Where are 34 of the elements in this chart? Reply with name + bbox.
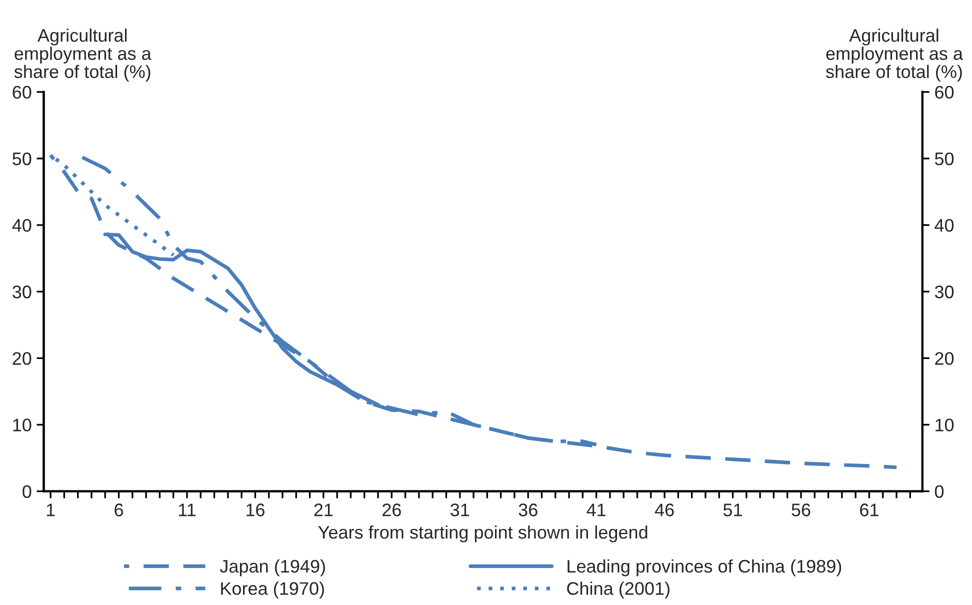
x-tick-label: 36 xyxy=(518,504,538,516)
x-tick-label: 51 xyxy=(723,504,742,516)
x-axis-title: Years from starting point shown in legend xyxy=(318,525,648,542)
y-tick-label: 50 xyxy=(12,152,32,166)
x-tick-label: 41 xyxy=(586,504,606,516)
x-tick-label: 1 xyxy=(46,504,55,516)
x-tick-label: 16 xyxy=(246,504,264,516)
y-tick-label: 20 xyxy=(12,352,32,365)
y2-tick-label: 30 xyxy=(934,286,954,298)
y-axis-title: Agricultural employment as a share of total (%) xyxy=(14,28,152,82)
y2-axis-title: Agricultural employment as a share of total (%) xyxy=(826,28,963,82)
y2-tick-label: 20 xyxy=(935,352,954,365)
y2-tick-label: 0 xyxy=(934,485,944,498)
x-tick-label: 56 xyxy=(792,504,810,516)
legend-label: Korea (1970) xyxy=(221,582,324,598)
y2-tick-label: 40 xyxy=(934,218,954,232)
y-tick-label: 60 xyxy=(12,86,32,99)
y2-tick-label: 60 xyxy=(935,86,954,99)
y-tick-label: 10 xyxy=(13,418,32,432)
x-tick-label: 31 xyxy=(450,504,470,516)
y-tick-label: 30 xyxy=(12,286,32,298)
y2-tick-label: 10 xyxy=(936,418,954,432)
y2-tick-label: 50 xyxy=(934,152,954,166)
x-tick-label: 11 xyxy=(179,504,196,516)
legend-label: Leading provinces of China (1989) xyxy=(568,559,842,576)
legend-label: Japan (1949) xyxy=(220,559,325,576)
x-tick-label: 26 xyxy=(382,504,401,516)
y-tick-label: 0 xyxy=(22,485,32,498)
legend-label: China (2001) xyxy=(567,582,670,598)
x-tick-label: 21 xyxy=(314,504,333,516)
x-tick-label: 61 xyxy=(860,504,878,516)
y-tick-label: 40 xyxy=(12,218,32,232)
x-tick-label: 46 xyxy=(654,504,674,516)
x-tick-label: 6 xyxy=(114,504,124,516)
